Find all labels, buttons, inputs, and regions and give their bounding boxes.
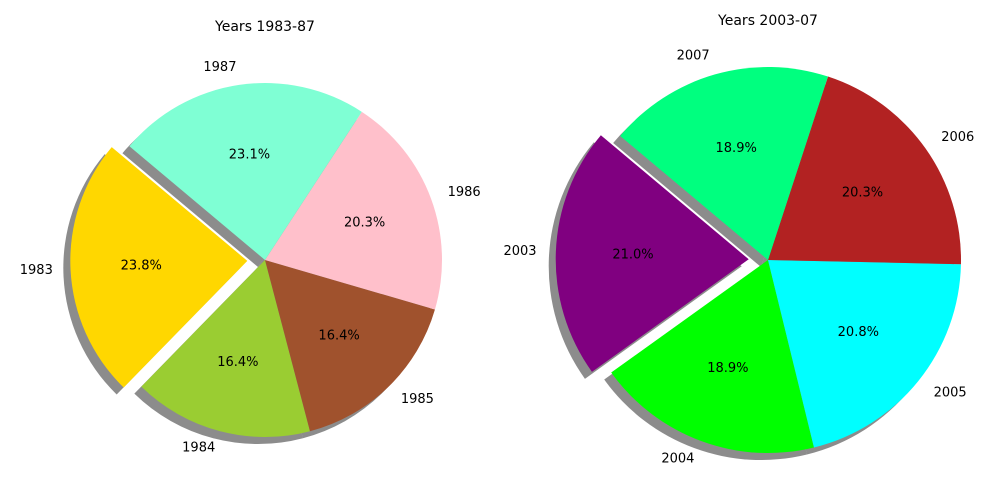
pie-wedge-1985 — [265, 260, 435, 432]
wedge-percent-2004: 18.9% — [707, 361, 748, 376]
chart-title: Years 1983-87 — [214, 19, 315, 35]
wedge-percent-1983: 23.8% — [121, 259, 162, 274]
wedge-percent-2007: 18.9% — [716, 141, 757, 156]
wedge-label-2003: 2003 — [503, 244, 536, 259]
chart-title: Years 2003-07 — [717, 13, 818, 29]
wedge-percent-2006: 20.3% — [842, 186, 883, 201]
wedge-label-2004: 2004 — [661, 452, 694, 467]
wedge-percent-2003: 21.0% — [612, 247, 653, 262]
pie-wedge-2005 — [768, 260, 961, 448]
pie-wedge-2003 — [555, 135, 749, 372]
wedge-label-2007: 2007 — [677, 48, 710, 63]
pie-wedge-1983 — [70, 147, 248, 388]
pie-chart-2: 2003 21.0% 2004 18.9% 2005 20.8% 2006 20.3% 2007… — [503, 13, 974, 467]
wedge-label-1987: 1987 — [203, 60, 236, 75]
pie-wedge-2004 — [611, 260, 814, 453]
pie-wedge-2006 — [768, 76, 961, 265]
wedge-label-2005: 2005 — [934, 385, 967, 400]
pie-wedge-1986 — [265, 111, 443, 310]
wedge-label-1984: 1984 — [182, 441, 215, 456]
wedge-label-1983: 1983 — [20, 263, 53, 278]
wedge-percent-1984: 16.4% — [217, 355, 258, 370]
pie-wedge-1987 — [129, 82, 362, 261]
wedge-label-2006: 2006 — [941, 130, 974, 145]
wedge-percent-1987: 23.1% — [229, 147, 270, 162]
wedge-label-1986: 1986 — [448, 185, 481, 200]
wedge-percent-1985: 16.4% — [318, 329, 359, 344]
pie-chart-1: 1983 23.8% 1984 16.4% 1985 16.4% 1986 20.3% 1987… — [20, 19, 481, 456]
wedge-percent-2005: 20.8% — [838, 325, 879, 340]
wedge-label-1985: 1985 — [401, 392, 434, 407]
wedge-percent-1986: 20.3% — [344, 216, 385, 231]
pie-wedge-1984 — [141, 260, 310, 437]
pie-wedge-2007 — [620, 67, 828, 261]
